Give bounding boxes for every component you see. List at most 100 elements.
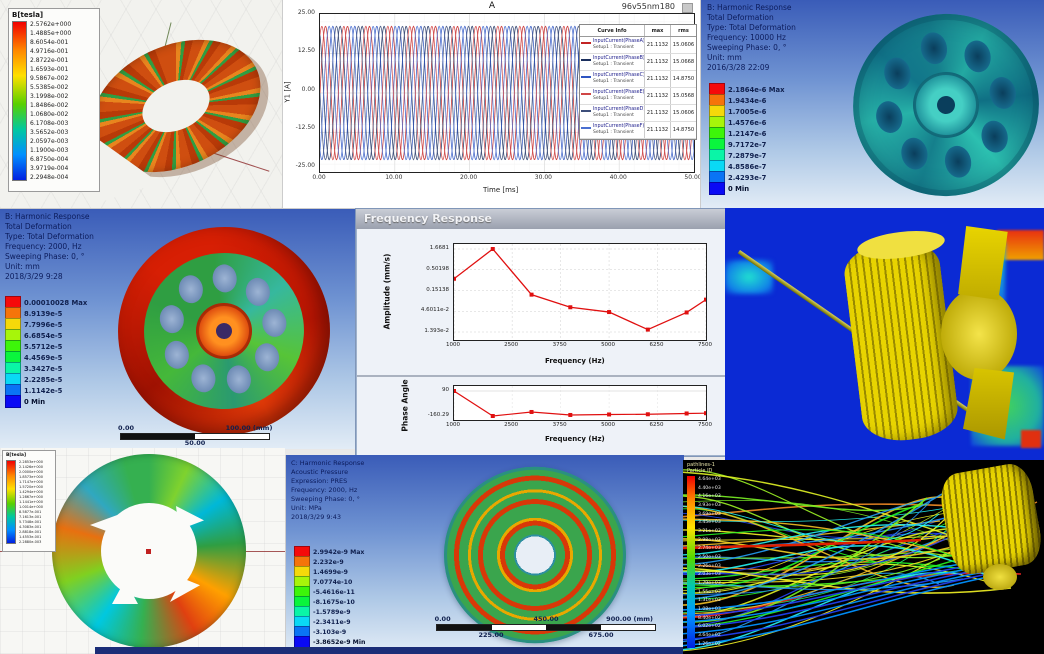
ruler-bar [436, 624, 656, 631]
colorbar-entry: 0 Min [709, 182, 785, 195]
wheel-hole [158, 303, 186, 335]
scale-ruler: 0.00 100.00 (mm) 50.00 [117, 424, 273, 447]
legend-value: 4.64e+03 [698, 477, 721, 482]
colorbar-value: 2.2285e-5 [24, 375, 63, 384]
curve-rms: 14.8750 [670, 122, 696, 138]
ruler-label: 225.00 [478, 631, 504, 639]
legend-value: 1.4885e+000 [30, 30, 72, 37]
legend-value: 1.2867e+000 [19, 495, 44, 499]
annotation-line: Frequency: 2000, Hz [5, 242, 82, 251]
colorbar-entry: 2.232e-9 [294, 556, 365, 568]
axis-tick-label: 3750 [552, 342, 567, 348]
curve-info-rows: InputCurrent(PhaseA) Setup1 : Transient … [580, 37, 696, 139]
annotation-line: Expression: PRES [291, 477, 348, 485]
wheel-hole [163, 339, 191, 371]
wheel-hole [978, 118, 1011, 155]
legend-value: 3.69e+03 [698, 511, 721, 517]
legend-value: 1.0014e+000 [19, 505, 44, 509]
wheel-hole [942, 143, 975, 181]
torus-model [81, 18, 271, 194]
legend-values: 4.64e+03 4.40e+03 4.16e+03 3.93e+03 3.69e+03… [698, 477, 721, 647]
wheel-hole [917, 29, 950, 67]
curve-info-col: Curve Info [597, 27, 627, 34]
curve-info-col: max [644, 25, 670, 36]
curve-max: 21.1132 [644, 122, 670, 138]
curve-setup: Setup1 : Transient [593, 113, 634, 118]
panel-frequency-response: Frequency Response Amplitude (mm/s) 1.66… [355, 208, 727, 457]
legend-value: 1.31e+03 [698, 598, 721, 604]
colorbar-entry: -3.8652e-9 Min [294, 636, 365, 648]
annotation-line: Sweeping Phase: 0, ° [291, 495, 360, 503]
colorbar-entry: -2.3411e-9 [294, 616, 365, 628]
annotation-line: 2016/3/28 22:09 [707, 63, 770, 72]
legend-value: 1.0680e-002 [30, 111, 69, 118]
axis-tick-label: 1.393e-2 [424, 328, 449, 334]
legend-value: 3.9719e-004 [30, 165, 69, 172]
phase-axis-title: Phase Angle [400, 379, 410, 432]
window-control-icon[interactable] [682, 3, 693, 13]
axis-tick-label: 0.00 [312, 174, 326, 181]
curve-info-row: InputCurrent(PhaseA) Setup1 : Transient … [580, 37, 696, 54]
wheel-hole [253, 341, 281, 373]
ruler-label: 100.00 (mm) [225, 424, 273, 432]
ruler-bar [120, 433, 270, 440]
curve-info-row: InputCurrent(PhaseC) Setup1 : Transient … [580, 71, 696, 88]
axis-tick-label: 2500 [504, 342, 519, 348]
curve-color-swatch [581, 76, 591, 78]
legend-value: 3.5652e-003 [30, 129, 69, 136]
amplitude-plot [453, 243, 707, 341]
axis-tick-label: 10.00 [385, 174, 403, 181]
colorbar-value: -5.4616e-11 [313, 588, 355, 596]
curve-name: InputCurrent(PhaseC) [593, 73, 645, 78]
curve-max: 21.1132 [644, 71, 670, 87]
legend-value: 9.5867e-002 [30, 75, 69, 82]
curve-color-swatch [581, 59, 591, 61]
colorbar-value: 5.5712e-5 [24, 342, 63, 351]
legend-value: 2.2880e-003 [19, 540, 42, 544]
wheel-hole [210, 262, 239, 294]
legend-colorstrip [6, 460, 16, 544]
annotation-line: Type: Total Deformation [5, 232, 94, 241]
axis-tick-label: 12.50 [297, 47, 315, 55]
legend-value: 2.1426e+000 [19, 465, 44, 469]
axis-tick-label: 50.00 [684, 174, 701, 181]
curve-setup: Setup1 : Transient [593, 79, 634, 84]
colorbar-value: 4.8586e-7 [728, 162, 767, 171]
ruler-label: 450.00 [533, 615, 559, 623]
result-annotation: B: Harmonic Response Total Deformation Typ… [707, 3, 796, 73]
panel-acoustic-pressure: C: Harmonic Response Acoustic Pressure Exp… [285, 455, 684, 654]
field-legend: B[tesla] 2.2853e+000 2.1426e+000 2.0000e+0… [2, 450, 56, 552]
axis-tick-label: 6250 [649, 342, 664, 348]
curve-max: 21.1132 [644, 88, 670, 104]
legend-value: 3.21e+03 [698, 529, 721, 535]
legend-value: 7.1613e-001 [19, 515, 42, 519]
ruler-label: 0.00 [117, 424, 135, 432]
annotation-line: Sweeping Phase: 0, ° [707, 43, 787, 52]
colorbar-value: 0 Min [728, 184, 750, 193]
contour-patch [1021, 430, 1041, 448]
legend-value: 1.79e+03 [698, 581, 721, 587]
legend-value: 1.4553e-001 [19, 535, 42, 539]
result-colorbar: 0.00010028 Max 8.9139e-5 7.7996e-5 6.685… [5, 296, 87, 408]
curve-info-col: rms [670, 25, 696, 36]
legend-value: 8.40e+02 [698, 615, 721, 621]
curve-info-legend: Curve Info max rms InputCurrent(PhaseA) … [579, 24, 697, 140]
colorbar-value: -1.5789e-9 [313, 608, 351, 616]
result-colorbar: 2.1864e-6 Max 1.9434e-6 1.7005e-6 1.4576… [709, 83, 785, 195]
annotation-line: 2018/3/29 9:43 [291, 513, 341, 521]
legend-value: 2.74e+03 [698, 546, 721, 552]
window-splitter[interactable] [357, 375, 725, 377]
contour-patch [725, 260, 773, 294]
legend-value: 1.26e+02 [698, 641, 721, 647]
curve-info-header: Curve Info max rms [580, 25, 696, 37]
legend-colorstrip [687, 476, 695, 648]
window-titlebar[interactable]: Frequency Response [356, 209, 726, 230]
curve-rms: 15.0606 [670, 105, 696, 121]
colorbar-value: 2.232e-9 [313, 558, 344, 566]
y-axis-ticks: 25.00 12.50 0.00 -12.50 -25.00 [287, 9, 315, 169]
wheel-hole [873, 98, 906, 136]
colorbar-value: 3.3427e-5 [24, 364, 63, 373]
annotation-line: B: Harmonic Response [707, 3, 792, 12]
legend-value: 2.0597e-003 [30, 138, 69, 145]
legend-value: 4.40e+03 [698, 485, 721, 491]
